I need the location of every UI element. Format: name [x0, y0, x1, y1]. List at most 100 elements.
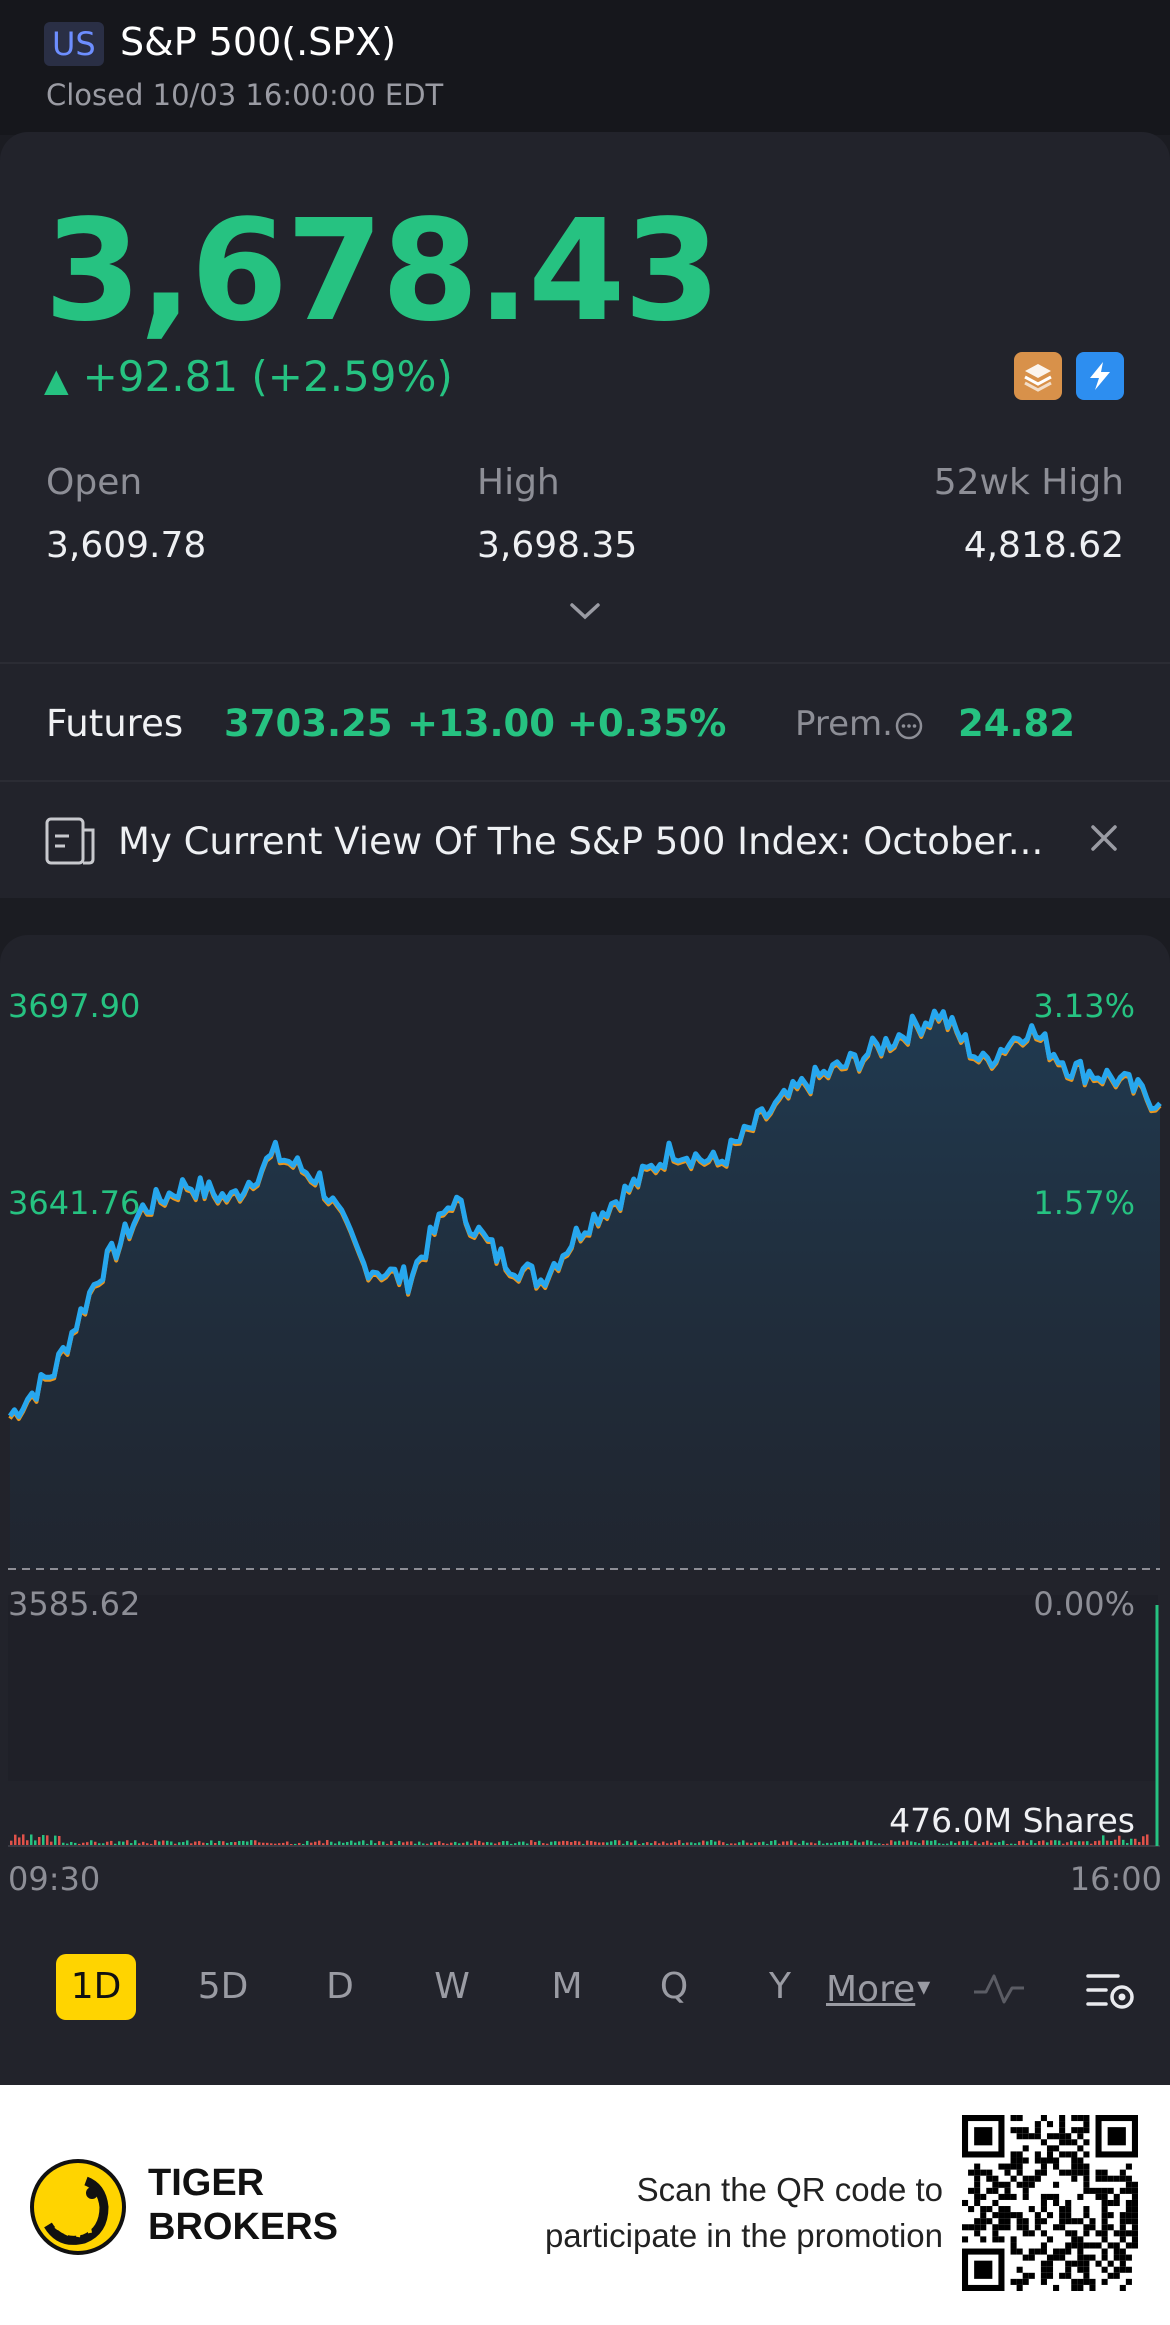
stat-label: High: [477, 462, 560, 503]
volume-bar: [366, 1843, 369, 1846]
volume-bar: [186, 1840, 189, 1846]
volume-area: [8, 1595, 1158, 1781]
volume-bar: [1006, 1843, 1009, 1846]
brand-name: TIGER BROKERS: [148, 2161, 338, 2249]
volume-bar: [970, 1843, 973, 1846]
volume-bar: [838, 1841, 841, 1846]
volume-bar: [370, 1840, 373, 1846]
stat-label: Open: [46, 462, 143, 503]
indicator-icon[interactable]: [972, 1968, 1026, 2012]
volume-bar: [586, 1840, 589, 1846]
volume-bar: [666, 1843, 669, 1846]
volume-bar: [502, 1841, 505, 1846]
volume-bar: [278, 1843, 281, 1846]
volume-bar: [566, 1841, 569, 1846]
volume-bar: [310, 1842, 313, 1846]
qr-code[interactable]: [962, 2115, 1138, 2291]
volume-bar: [1138, 1841, 1141, 1846]
last-price: 3,678.43: [44, 190, 721, 353]
volume-bar: [498, 1842, 501, 1846]
layers-badge-icon[interactable]: [1014, 352, 1062, 400]
volume-bar: [270, 1843, 273, 1846]
volume-bar: [406, 1841, 409, 1846]
volume-bar: [442, 1843, 445, 1846]
volume-bar: [194, 1841, 197, 1846]
tab-d[interactable]: D: [326, 1966, 354, 2007]
volume-bar: [650, 1843, 653, 1846]
volume-bar: [274, 1843, 277, 1846]
up-arrow-icon: ▲: [44, 361, 69, 399]
volume-bar: [770, 1840, 773, 1846]
volume-bar: [426, 1843, 429, 1846]
premium-value: 24.82: [958, 702, 1076, 745]
promo-text: Scan the QR code to participate in the p…: [545, 2167, 943, 2259]
volume-bar: [246, 1841, 249, 1846]
stat-open: Open 3,609.78: [46, 462, 206, 566]
chart-settings-icon[interactable]: [1084, 1968, 1136, 2016]
volume-bar: [886, 1843, 889, 1846]
volume-bar: [154, 1840, 157, 1846]
volume-bar: [778, 1843, 781, 1846]
tab-q[interactable]: Q: [659, 1966, 689, 2007]
chart-card[interactable]: 3697.90 3641.76 3585.62 3.13% 1.57% 0.00…: [0, 935, 1170, 2085]
stat-high: High 3,698.35: [477, 462, 637, 566]
volume-bar: [998, 1841, 1001, 1846]
volume-bar: [222, 1841, 225, 1846]
volume-bar: [1066, 1842, 1069, 1846]
volume-bar: [50, 1841, 53, 1846]
volume-bar: [818, 1840, 821, 1846]
intraday-chart[interactable]: [0, 935, 1170, 1935]
price-line: [7, 1008, 1162, 1419]
volume-bar: [58, 1835, 61, 1846]
volume-bar: [974, 1841, 977, 1846]
news-icon: [44, 816, 96, 870]
flash-badge-icon[interactable]: [1076, 352, 1124, 400]
volume-bar: [1046, 1842, 1049, 1846]
y-axis-top-label: 3697.90: [8, 987, 141, 1025]
volume-bar: [142, 1841, 145, 1846]
y-axis-mid-label: 3641.76: [8, 1184, 141, 1222]
volume-bar: [698, 1842, 701, 1846]
volume-bar: [318, 1840, 321, 1846]
volume-bar: [810, 1842, 813, 1846]
close-icon[interactable]: [1088, 822, 1120, 858]
tab-1d[interactable]: 1D: [56, 1954, 136, 2020]
volume-bar: [950, 1841, 953, 1846]
more-info-icon[interactable]: [895, 712, 923, 744]
tab-w[interactable]: W: [434, 1966, 470, 2007]
volume-bar: [538, 1840, 541, 1846]
volume-bar: [294, 1843, 297, 1846]
volume-bar: [414, 1843, 417, 1846]
promo-line-2: participate in the promotion: [544, 2217, 943, 2254]
volume-bar: [842, 1840, 845, 1846]
tab-5d[interactable]: 5D: [197, 1966, 249, 2007]
volume-bar: [1118, 1835, 1121, 1846]
volume-bar: [422, 1843, 425, 1846]
volume-bar: [614, 1840, 617, 1846]
volume-bar: [382, 1841, 385, 1846]
volume-bar: [822, 1843, 825, 1846]
news-headline[interactable]: My Current View Of The S&P 500 Index: Oc…: [118, 820, 1044, 863]
volume-bar: [78, 1843, 81, 1846]
volume-bar: [626, 1841, 629, 1846]
brand-line-1: TIGER: [148, 2162, 265, 2204]
volume-bar: [834, 1842, 837, 1846]
volume-bar: [702, 1840, 705, 1846]
volume-bar: [882, 1843, 885, 1846]
volume-bar: [162, 1840, 165, 1846]
futures-bar[interactable]: Futures 3703.25 +13.00 +0.35% Prem. 24.8…: [0, 662, 1170, 780]
tab-m[interactable]: M: [551, 1966, 583, 2007]
volume-bar: [514, 1843, 517, 1846]
volume-bar: [82, 1842, 85, 1846]
tab-more[interactable]: More▾: [826, 1954, 946, 2020]
price-change-value: +92.81 (+2.59%): [82, 352, 453, 401]
chevron-down-icon[interactable]: [568, 600, 602, 626]
tab-y[interactable]: Y: [769, 1966, 791, 2007]
volume-bar: [646, 1842, 649, 1846]
volume-bar: [530, 1840, 533, 1846]
volume-bar: [542, 1843, 545, 1846]
volume-bar: [262, 1842, 265, 1846]
volume-bar: [178, 1842, 181, 1846]
volume-bar: [146, 1843, 149, 1846]
news-bar[interactable]: My Current View Of The S&P 500 Index: Oc…: [0, 780, 1170, 898]
